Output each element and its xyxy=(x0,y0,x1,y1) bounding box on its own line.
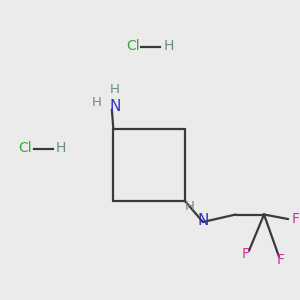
Text: H: H xyxy=(92,95,102,109)
Text: N: N xyxy=(109,99,121,114)
Text: F: F xyxy=(291,212,299,226)
Text: H: H xyxy=(164,40,174,53)
Text: Cl: Cl xyxy=(19,142,32,155)
Text: F: F xyxy=(242,247,250,260)
Text: Cl: Cl xyxy=(126,40,140,53)
Text: H: H xyxy=(110,83,120,97)
Text: H: H xyxy=(56,142,66,155)
Text: N: N xyxy=(197,213,208,228)
Text: H: H xyxy=(184,200,194,214)
Text: F: F xyxy=(276,253,284,266)
